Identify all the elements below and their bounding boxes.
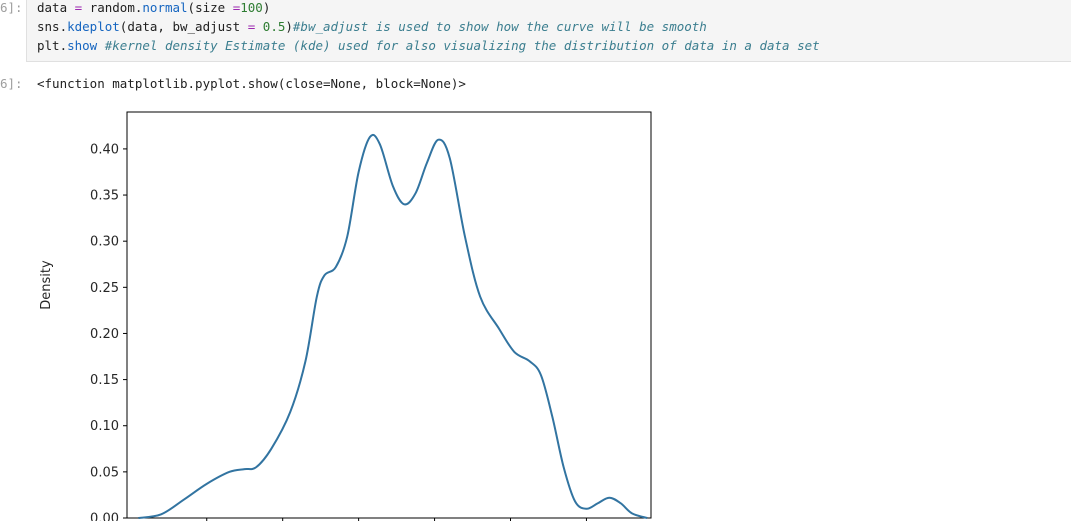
y-tick-label: 0.35 [90,189,119,204]
y-tick-label: 0.20 [90,327,119,342]
code-token: 0.5 [262,19,286,34]
code-token: = [232,0,241,15]
code-token: random. [82,0,143,15]
code-line-3: plt.show #kernel density Estimate (kde) … [37,38,820,53]
code-token: = [74,0,83,15]
code-token [97,38,105,53]
code-token: = [247,19,256,34]
code-token: #kernel density Estimate (kde) used for … [104,38,820,53]
code-token: (data, bw_adjust [119,19,248,34]
code-token: show [67,38,98,53]
code-token: data [37,0,75,15]
code-token: (size [187,0,233,15]
kde-plot: 0.00 0.05 0.10 0.15 0.20 0.25 0.30 0.35 0.40 Dens… [39,111,652,521]
code-token: kdeplot [67,19,120,34]
code-token: sns. [37,19,68,34]
code-editor[interactable]: data = random.normal(size =100) sns.kdep… [26,0,1071,62]
code-line-1: data = random.normal(size =100) [37,0,270,15]
y-tick-label: 0.00 [90,512,119,521]
code-token: 100 [240,0,263,15]
y-tick-label: 0.10 [90,419,119,434]
y-tick-label: 0.25 [90,281,119,296]
code-token [255,19,263,34]
code-token: ) [262,0,271,15]
code-token: plt. [37,38,68,53]
code-token: ) [285,19,293,34]
kde-curve [138,133,648,519]
output-prompt: 6]: [0,76,23,91]
y-tick-label: 0.40 [90,142,119,157]
y-tick-label: 0.05 [90,465,119,480]
input-cell[interactable]: 6]: data = random.normal(size =100) sns.… [0,0,1071,62]
y-axis-label: Density [39,260,54,310]
output-text: <function matplotlib.pyplot.show(close=N… [37,76,466,91]
y-tick-label: 0.15 [90,373,119,388]
output-cell: 6]: <function matplotlib.pyplot.show(clo… [0,72,1071,521]
code-token: normal [142,0,188,15]
code-token: #bw_adjust is used to show how the curve… [292,19,707,34]
code-line-2: sns.kdeplot(data, bw_adjust = 0.5)#bw_ad… [37,19,707,34]
y-tick-label: 0.30 [90,235,119,250]
input-prompt: 6]: [0,0,23,15]
plot-frame [126,111,652,519]
